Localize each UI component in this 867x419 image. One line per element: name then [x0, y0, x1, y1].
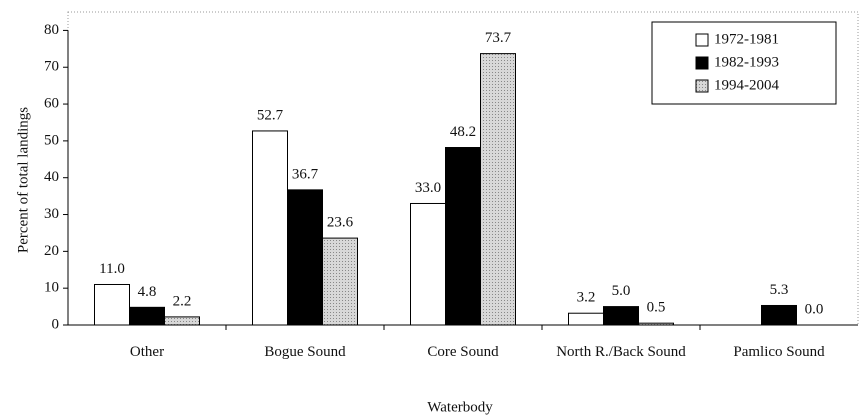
bar	[761, 304, 797, 326]
legend-swatch	[695, 56, 709, 70]
value-label: 52.7	[257, 107, 284, 123]
value-label: 73.7	[485, 30, 512, 46]
value-label: 5.0	[612, 283, 631, 299]
x-tick-label: Bogue Sound	[264, 344, 346, 360]
y-tick-label: 0	[52, 316, 60, 332]
x-tick-label-box: Pamlico Sound	[733, 344, 825, 360]
legend-label: 1982-1993	[714, 54, 779, 70]
x-tick-label: Pamlico Sound	[733, 344, 825, 360]
bar	[410, 202, 446, 326]
legend-box	[651, 21, 837, 105]
y-tick-label: 40	[44, 169, 59, 185]
value-label: 36.7	[292, 166, 319, 182]
value-label: 48.2	[450, 124, 476, 140]
bar	[252, 130, 288, 326]
bar	[322, 237, 358, 326]
bar	[287, 189, 323, 326]
y-tick-label: 60	[44, 95, 59, 111]
y-axis-label: Percent of total landings	[15, 107, 31, 253]
value-label: 0.0	[805, 301, 824, 317]
bar	[603, 306, 639, 326]
bar	[638, 322, 674, 326]
x-tick-label: North R./Back Sound	[556, 344, 686, 360]
y-tick-label: 10	[44, 280, 59, 296]
bar	[94, 283, 130, 326]
value-label: 11.0	[99, 261, 125, 277]
y-tick-label: 80	[44, 22, 59, 38]
x-tick-label-box: North R./Back Sound	[556, 344, 686, 360]
legend-swatch	[695, 79, 709, 93]
bar	[164, 316, 200, 326]
bar	[480, 53, 516, 326]
legend-label: 1994-2004	[714, 77, 779, 93]
x-tick-label-box: Core Sound	[427, 344, 499, 360]
y-tick-label: 20	[44, 243, 59, 259]
value-label: 5.3	[770, 282, 789, 298]
x-tick-label-box: Other	[129, 344, 165, 360]
value-label: 3.2	[577, 290, 596, 306]
legend-label: 1972-1981	[714, 31, 779, 47]
legend-swatch	[695, 33, 709, 47]
value-label: 4.8	[138, 284, 157, 300]
value-label: 0.5	[647, 300, 666, 316]
y-tick-label: 50	[44, 132, 59, 148]
bar	[129, 306, 165, 326]
y-tick-label: 70	[44, 59, 59, 75]
value-label: 33.0	[415, 180, 441, 196]
x-tick-label-box: Bogue Sound	[264, 344, 346, 360]
value-label: 2.2	[173, 293, 192, 309]
y-tick-label: 30	[44, 206, 59, 222]
bar	[445, 147, 481, 326]
bar	[568, 312, 604, 326]
x-tick-label: Core Sound	[427, 344, 499, 360]
x-axis-label: Waterbody	[427, 399, 493, 415]
value-label: 23.6	[327, 215, 354, 231]
x-tick-label: Other	[129, 344, 165, 360]
